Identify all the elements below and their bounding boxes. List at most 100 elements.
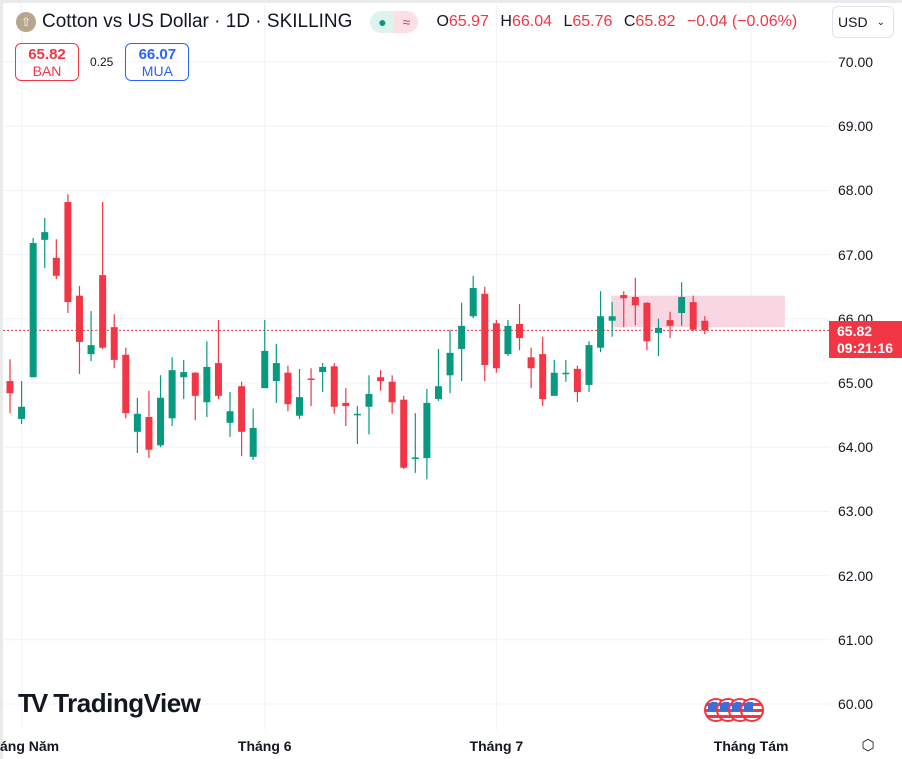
candle	[562, 359, 570, 382]
candle	[87, 311, 95, 362]
price-tick-label: 64.00	[838, 439, 874, 456]
candle	[631, 277, 639, 326]
candle-body	[608, 316, 616, 321]
candle	[643, 302, 651, 351]
candle	[307, 368, 315, 407]
candle-body	[319, 366, 327, 373]
candle	[75, 286, 83, 375]
candle-body	[620, 295, 628, 299]
candle-body	[434, 386, 442, 400]
buy-price: 66.07	[138, 46, 177, 63]
candle	[284, 365, 292, 412]
low-label: L	[563, 13, 573, 30]
time-tick-label: áng Năm	[0, 738, 60, 754]
candle-body	[99, 275, 107, 348]
chevron-down-icon: ⌄	[876, 16, 885, 28]
time-tick-label: Tháng 6	[237, 738, 292, 754]
candle	[620, 291, 628, 328]
candle	[168, 357, 176, 427]
candle	[469, 275, 477, 319]
candle-body	[458, 325, 466, 349]
candle	[226, 391, 234, 437]
spread-value: 0.25	[90, 55, 114, 69]
last-price: 65.82	[837, 323, 873, 339]
candle	[6, 359, 14, 414]
candle	[145, 390, 153, 459]
candle	[180, 359, 188, 400]
last-price-badge: 65.82 09:21:16	[829, 321, 902, 358]
candle-body	[678, 296, 686, 314]
candle	[110, 314, 118, 369]
candle	[64, 194, 72, 314]
candle	[411, 413, 419, 473]
candle	[550, 359, 558, 396]
candle-body	[342, 402, 350, 407]
low-value: 65.76	[572, 13, 613, 30]
candles	[6, 194, 709, 480]
buy-button[interactable]: 66.07 MUA	[125, 43, 190, 81]
logo-text: TradingView	[53, 688, 201, 718]
tradingview-logo-icon: TV	[18, 688, 48, 718]
us-flag-icon[interactable]	[740, 698, 764, 722]
candle-body	[110, 327, 118, 360]
chart-legend: ⇧ Cotton vs US Dollar · 1D · SKILLING ● …	[16, 10, 804, 34]
candle-body	[365, 393, 373, 407]
high-value: 66.04	[511, 13, 552, 30]
price-tick-label: 62.00	[838, 567, 874, 584]
candle	[539, 336, 547, 407]
candle-body	[527, 357, 535, 369]
candle	[377, 370, 385, 391]
candle	[678, 282, 686, 326]
time-tick-label: Tháng Tám	[713, 738, 789, 754]
sell-button[interactable]: 65.82 BAN	[15, 43, 79, 81]
candle	[41, 218, 49, 269]
symbol-title[interactable]: Cotton vs US Dollar · 1D · SKILLING	[42, 11, 353, 32]
candle	[504, 320, 512, 357]
candle	[342, 388, 350, 427]
change-value: −0.04 (−0.06%)	[686, 13, 798, 30]
candle-body	[191, 372, 199, 396]
tradingview-logo[interactable]: TV TradingView	[18, 688, 201, 719]
candle-body	[145, 417, 153, 450]
candle-body	[41, 232, 49, 240]
market-open-dot-icon: ●	[370, 11, 395, 33]
price-tick-label: 67.00	[838, 246, 874, 263]
candle-body	[701, 320, 709, 331]
candle	[261, 320, 269, 389]
candle-body	[18, 406, 26, 419]
price-tick-label: 61.00	[838, 631, 874, 648]
left-border	[0, 0, 3, 759]
candle	[434, 348, 442, 401]
candle	[214, 320, 222, 400]
candle-body	[6, 381, 14, 394]
sell-price: 65.82	[28, 46, 66, 63]
candle	[29, 237, 37, 378]
candle-body	[64, 201, 72, 303]
candle-body	[52, 257, 60, 276]
candle	[157, 375, 165, 448]
candle-body	[330, 366, 338, 407]
open-value: 65.97	[448, 13, 489, 30]
candle-body	[133, 413, 141, 432]
candle-body	[573, 368, 581, 392]
ohlc-values: O65.97 H66.04 L65.76 C65.82 −0.04 (−0.06…	[436, 13, 804, 31]
candle	[654, 318, 662, 357]
top-border	[0, 0, 902, 3]
candle-body	[238, 386, 246, 432]
currency-select[interactable]: USD ⌄	[832, 6, 894, 38]
price-tick-label: 68.00	[838, 182, 874, 199]
candle-body	[261, 350, 269, 389]
candle-body	[654, 327, 662, 333]
market-status[interactable]: ● ≈	[370, 11, 419, 33]
candle	[516, 304, 524, 351]
candle	[249, 408, 257, 461]
candle-body	[504, 325, 512, 355]
settings-hexagon-icon[interactable]: ⬡	[861, 737, 875, 754]
candle-body	[562, 372, 570, 375]
candle-body	[353, 413, 361, 416]
close-value: 65.82	[635, 13, 676, 30]
range-box-rect[interactable]	[611, 295, 785, 328]
candle-body	[29, 243, 37, 378]
economic-events[interactable]	[704, 698, 766, 726]
